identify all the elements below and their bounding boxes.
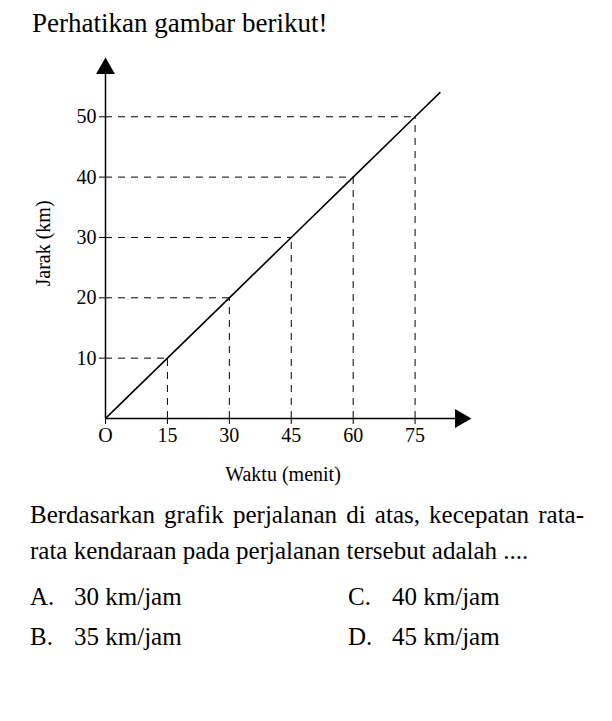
html-text:B.: B. xyxy=(30,623,53,650)
html-text:Perhatikan gambar berikut!: Perhatikan gambar berikut! xyxy=(32,8,328,38)
svg-text:45: 45 xyxy=(281,424,301,446)
html-text:A.: A. xyxy=(30,583,55,610)
html-text:35 km/jam: 35 km/jam xyxy=(74,623,182,650)
svg-text:Jarak (km): Jarak (km) xyxy=(32,200,55,286)
svg-text:O: O xyxy=(98,424,112,446)
html-text:45 km/jam: 45 km/jam xyxy=(392,623,500,650)
svg-text:Waktu (menit): Waktu (menit) xyxy=(225,463,341,486)
svg-text:20: 20 xyxy=(77,286,97,308)
svg-text:40: 40 xyxy=(77,166,97,188)
html-text:Berdasarkan grafik perjalanan: Berdasarkan grafik perjalanan di atas, k… xyxy=(30,501,584,564)
html-text:30 km/jam: 30 km/jam xyxy=(74,583,182,610)
svg-text:30: 30 xyxy=(77,226,97,248)
html-text:C.: C. xyxy=(348,583,371,610)
svg-text:15: 15 xyxy=(157,424,177,446)
html-text:D.: D. xyxy=(348,623,373,650)
svg-text:10: 10 xyxy=(77,347,97,369)
html-text:40 km/jam: 40 km/jam xyxy=(392,583,500,610)
svg-text:60: 60 xyxy=(343,424,363,446)
svg-text:75: 75 xyxy=(405,424,425,446)
svg-text:30: 30 xyxy=(219,424,239,446)
svg-text:50: 50 xyxy=(77,105,97,127)
